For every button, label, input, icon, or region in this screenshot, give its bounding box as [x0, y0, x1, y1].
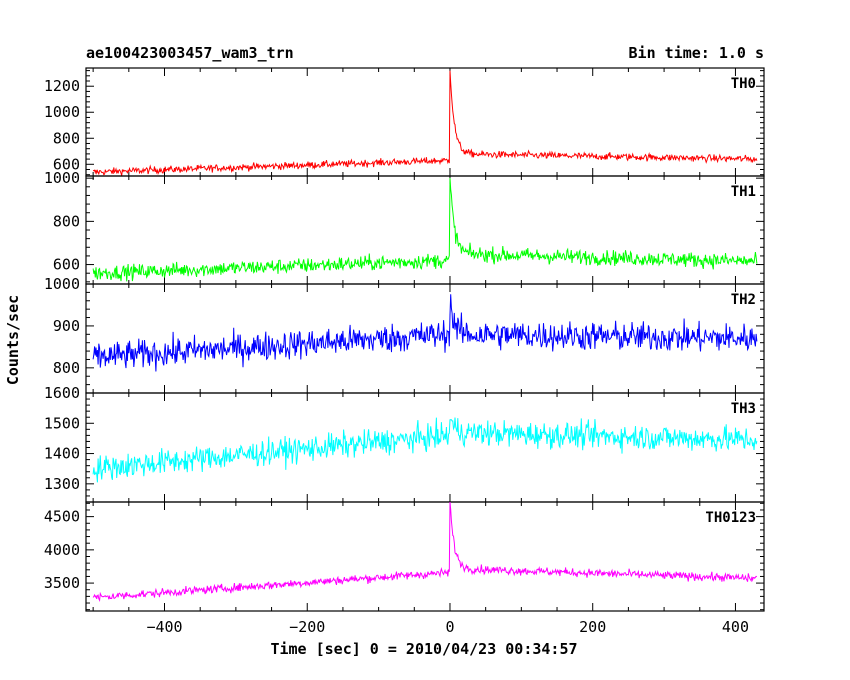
- panels-group: 600 800 1000 1200 TH0 600 800 1000 TH1 800 900 1000…: [44, 67, 765, 636]
- y-tick-label: 1300: [44, 475, 80, 493]
- series-th1: [92, 177, 758, 282]
- chart-title: ae100423003457_wam3_trn: [86, 44, 294, 62]
- panel-label: TH0123: [705, 510, 756, 526]
- y-tick-label: 900: [53, 317, 80, 335]
- y-tick-label: 4500: [44, 508, 80, 526]
- series-th0: [92, 70, 758, 176]
- x-tick-label: −200: [289, 618, 325, 636]
- y-tick-label: 600: [53, 256, 80, 274]
- y-tick-label: 4000: [44, 541, 80, 559]
- bin-time-label: Bin time: 1.0 s: [628, 44, 764, 62]
- x-axis-label: Time [sec] 0 = 2010/04/23 00:34:57: [270, 640, 577, 658]
- series-th2: [92, 294, 758, 372]
- x-tick-labels: −400 −200 0 200 400: [146, 618, 749, 636]
- x-tick-label: 400: [722, 618, 749, 636]
- y-tick-label: 1000: [44, 275, 80, 293]
- y-tick-label: 1600: [44, 384, 80, 402]
- x-tick-label: 200: [579, 618, 606, 636]
- panel-th3: 1300 1400 1500 1600 TH3: [44, 384, 765, 503]
- panel-th2: 800 900 1000 TH2: [44, 275, 765, 394]
- panel-frame: [85, 392, 765, 503]
- panel-label: TH0: [731, 76, 756, 92]
- panel-th1: 600 800 1000 TH1: [44, 169, 765, 285]
- x-tick-label: −400: [146, 618, 182, 636]
- panel-th0123: 3500 4000 4500 TH0123: [44, 501, 765, 612]
- y-tick-label: 1500: [44, 414, 80, 432]
- series-th0123: [92, 501, 758, 603]
- y-axis-label: Counts/sec: [4, 295, 22, 385]
- y-tick-label: 800: [53, 359, 80, 377]
- y-tick-label: 1200: [44, 77, 80, 95]
- panel-label: TH2: [731, 292, 756, 308]
- y-tick-label: 600: [53, 155, 80, 173]
- panel-label: TH3: [731, 401, 756, 417]
- y-tick-label: 1000: [44, 169, 80, 187]
- y-tick-label: 1000: [44, 103, 80, 121]
- series-th3: [92, 417, 758, 483]
- x-tick-label: 0: [445, 618, 454, 636]
- y-tick-label: 1400: [44, 445, 80, 463]
- y-tick-label: 800: [53, 129, 80, 147]
- panel-label: TH1: [731, 184, 756, 200]
- y-tick-label: 800: [53, 212, 80, 230]
- panel-frame: [85, 501, 765, 612]
- y-tick-label: 3500: [44, 574, 80, 592]
- panel-th0: 600 800 1000 1200 TH0: [44, 67, 765, 177]
